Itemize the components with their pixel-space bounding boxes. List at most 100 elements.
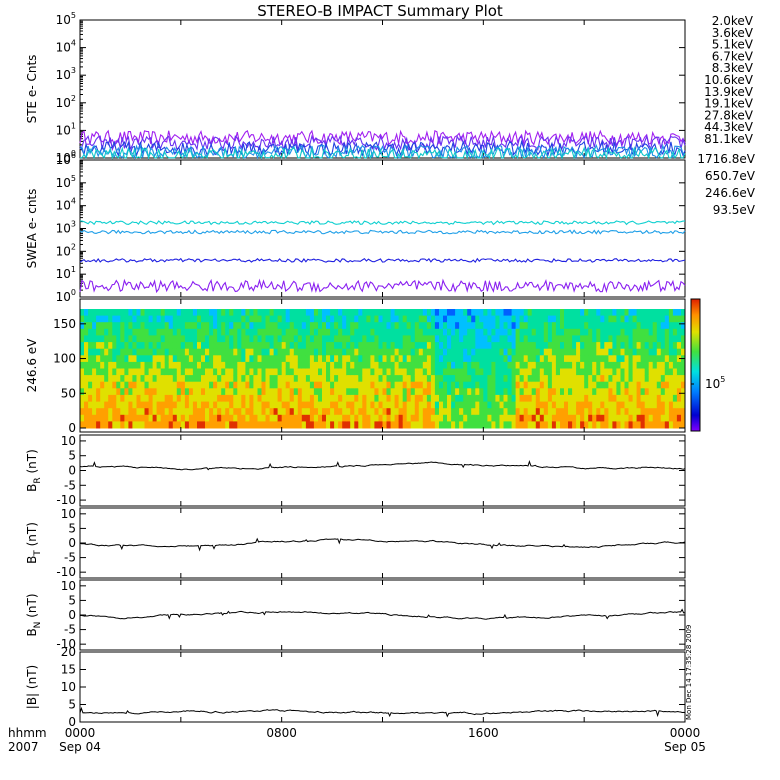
heatmap-cell xyxy=(354,315,359,323)
heatmap-cell xyxy=(555,348,561,356)
heatmap-cell xyxy=(394,388,400,396)
heatmap-cell xyxy=(350,309,355,317)
heatmap-cell xyxy=(564,348,569,356)
heatmap-cell xyxy=(277,328,283,336)
heatmap-cell xyxy=(402,322,408,330)
heatmap-cell xyxy=(362,342,367,350)
heatmap-cell xyxy=(410,328,416,336)
heatmap-cell xyxy=(168,335,174,343)
heatmap-cell xyxy=(124,342,129,350)
heatmap-cell xyxy=(354,355,359,363)
heatmap-cell xyxy=(249,315,254,323)
heatmap-cell xyxy=(681,414,686,422)
heatmap-cell xyxy=(257,388,262,396)
heatmap-cell xyxy=(313,421,319,429)
heatmap-cell xyxy=(547,381,553,389)
heatmap-cell xyxy=(422,421,428,429)
heatmap-cell xyxy=(297,328,303,336)
heatmap-cell xyxy=(96,388,101,396)
heatmap-cell xyxy=(322,309,327,317)
heatmap-cell xyxy=(648,388,654,396)
heatmap-cell xyxy=(668,368,674,376)
heatmap-cell xyxy=(592,414,597,422)
heatmap-cell xyxy=(616,401,621,409)
heatmap-cell xyxy=(495,401,500,409)
heatmap-cell xyxy=(539,381,545,389)
heatmap-cell xyxy=(390,348,396,356)
heatmap-cell xyxy=(297,348,303,356)
heatmap-cell xyxy=(499,401,504,409)
heatmap-cell xyxy=(398,375,404,383)
heatmap-cell xyxy=(201,388,206,396)
heatmap-cell xyxy=(443,414,448,422)
heatmap-cell xyxy=(422,381,428,389)
heatmap-cell xyxy=(535,421,541,429)
heatmap-cell xyxy=(132,388,137,396)
heatmap-cell xyxy=(640,401,646,409)
heatmap-cell xyxy=(439,414,444,422)
heatmap-cell xyxy=(326,394,331,402)
heatmap-cell xyxy=(172,335,178,343)
heatmap-cell xyxy=(184,421,190,429)
heatmap-cell xyxy=(592,401,597,409)
heatmap-cell xyxy=(426,394,432,402)
heatmap-cell xyxy=(378,342,383,350)
heatmap-cell xyxy=(523,394,529,402)
heatmap-cell xyxy=(568,388,573,396)
heatmap-cell xyxy=(156,322,162,330)
heatmap-cell xyxy=(584,361,589,369)
heatmap-cell xyxy=(358,315,363,323)
heatmap-cell xyxy=(338,394,343,402)
heatmap-cell xyxy=(370,348,375,356)
heatmap-cell xyxy=(354,348,359,356)
heatmap-cell xyxy=(188,381,194,389)
heatmap-cell xyxy=(681,322,686,330)
heatmap-cell xyxy=(84,381,89,389)
heatmap-cell xyxy=(628,322,633,330)
heatmap-cell xyxy=(447,335,452,343)
heatmap-cell xyxy=(237,401,242,409)
heatmap-cell xyxy=(584,408,589,416)
heatmap-cell xyxy=(455,361,460,369)
heatmap-cell xyxy=(168,401,174,409)
heatmap-cell xyxy=(201,328,206,336)
heatmap-cell xyxy=(499,348,504,356)
heatmap-cell xyxy=(455,388,460,396)
heatmap-cell xyxy=(640,388,646,396)
heatmap-cell xyxy=(491,361,496,369)
heatmap-cell xyxy=(301,375,307,383)
heatmap-cell xyxy=(297,309,303,317)
heatmap-cell xyxy=(116,421,121,429)
heatmap-cell xyxy=(318,348,323,356)
heatmap-cell xyxy=(447,361,452,369)
heatmap-cell xyxy=(132,355,137,363)
heatmap-cell xyxy=(418,394,424,402)
heatmap-cell xyxy=(555,421,561,429)
heatmap-cell xyxy=(652,388,658,396)
heatmap-cell xyxy=(443,381,448,389)
heatmap-cell xyxy=(503,342,508,350)
heatmap-cell xyxy=(285,401,291,409)
heatmap-cell xyxy=(491,355,496,363)
heatmap-cell xyxy=(539,375,545,383)
heatmap-cell xyxy=(334,355,339,363)
heatmap-cell xyxy=(140,401,145,409)
heatmap-cell xyxy=(322,355,327,363)
heatmap-cell xyxy=(604,328,609,336)
heatmap-cell xyxy=(241,335,246,343)
heatmap-cell xyxy=(568,355,573,363)
heatmap-cell xyxy=(213,309,218,317)
heatmap-cell xyxy=(176,421,182,429)
heatmap-cell xyxy=(519,375,525,383)
heatmap-cell xyxy=(564,375,569,383)
heatmap-cell xyxy=(543,328,549,336)
heatmap-cell xyxy=(176,309,182,317)
heatmap-cell xyxy=(410,401,416,409)
heatmap-cell xyxy=(507,388,512,396)
heatmap-cell xyxy=(640,368,646,376)
heatmap-cell xyxy=(326,328,331,336)
heatmap-cell xyxy=(555,361,561,369)
heatmap-cell xyxy=(354,401,359,409)
heatmap-cell xyxy=(483,309,488,317)
heatmap-cell xyxy=(172,375,178,383)
